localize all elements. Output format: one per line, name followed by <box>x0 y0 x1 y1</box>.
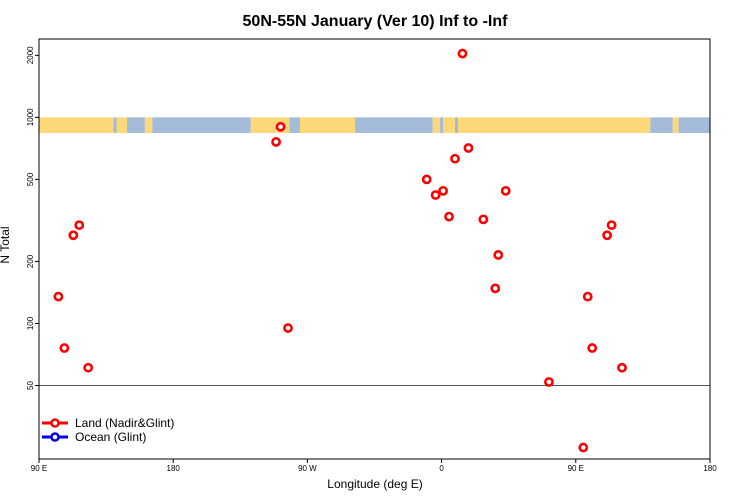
data-point <box>68 230 79 241</box>
data-point <box>478 214 489 225</box>
data-point <box>74 220 85 231</box>
data-point <box>421 174 432 185</box>
data-point <box>430 190 441 200</box>
map-segment-ocean-7 <box>289 117 300 133</box>
legend-land-label: Land (Nadir&Glint) <box>75 416 174 430</box>
x-tick-label: 0 <box>439 464 444 473</box>
x-tick-label: 180 <box>703 464 717 473</box>
data-point <box>544 377 554 387</box>
y-axis: 50 100 200 500 1000 2000 <box>26 46 39 390</box>
map-segment-land-2 <box>116 117 127 133</box>
legend-ocean-marker <box>50 432 60 442</box>
data-point <box>500 185 511 196</box>
data-point <box>578 442 589 453</box>
legend: Land (Nadir&Glint) Ocean (Glint) <box>42 416 174 444</box>
data-points <box>53 48 627 453</box>
map-segment-ocean-1 <box>113 117 117 133</box>
map-strip <box>39 117 710 133</box>
map-segment-land-12 <box>443 117 456 133</box>
x-axis-label: Longitude (deg E) <box>327 477 422 491</box>
map-segment-ocean-17 <box>678 117 710 133</box>
data-point <box>582 291 593 302</box>
map-segment-land-4 <box>144 117 153 133</box>
map-segment-land-8 <box>299 117 356 133</box>
data-point <box>490 283 501 294</box>
data-point <box>275 121 286 132</box>
x-tick-label: 90 W <box>298 464 317 473</box>
x-tick-label: 90 E <box>568 464 584 473</box>
data-point <box>271 137 281 147</box>
plot-frame <box>38 38 711 460</box>
y-tick-label: 100 <box>26 316 35 330</box>
data-point <box>53 291 64 302</box>
data-point <box>617 362 627 373</box>
y-axis-label: N Total <box>0 226 12 263</box>
y-tick-label: 500 <box>26 172 35 186</box>
y-tick-label: 200 <box>26 254 35 268</box>
data-point <box>463 143 474 153</box>
data-point <box>283 323 293 333</box>
map-segment-land-16 <box>672 117 679 133</box>
data-point <box>606 220 617 231</box>
x-tick-label: 180 <box>167 464 181 473</box>
x-axis: 90 E 180 90 W 0 90 E 180 <box>31 459 717 473</box>
y-tick-label: 1000 <box>26 108 35 126</box>
map-segment-ocean-15 <box>650 117 673 133</box>
chart-title: 50N-55N January (Ver 10) Inf to -Inf <box>243 13 509 30</box>
data-point <box>83 362 94 373</box>
map-segment-ocean-5 <box>152 117 251 133</box>
y-tick-label: 2000 <box>26 46 35 64</box>
data-point <box>59 343 70 353</box>
map-segment-land-14 <box>458 117 651 133</box>
data-point <box>602 230 613 241</box>
data-point <box>493 250 504 260</box>
data-point <box>587 343 598 353</box>
data-point <box>457 48 468 59</box>
data-point <box>438 185 448 196</box>
map-segment-ocean-13 <box>455 117 459 133</box>
legend-land-marker <box>50 418 60 428</box>
map-segment-ocean-3 <box>126 117 145 133</box>
data-point <box>444 211 454 222</box>
map-segment-land-10 <box>432 117 441 133</box>
x-tick-label: 90 E <box>31 464 47 473</box>
y-tick-label: 50 <box>26 381 35 390</box>
map-segment-ocean-11 <box>440 117 444 133</box>
data-point <box>450 153 460 164</box>
map-segment-land-0 <box>39 117 114 133</box>
legend-ocean-label: Ocean (Glint) <box>75 430 146 444</box>
map-segment-ocean-9 <box>355 117 433 133</box>
